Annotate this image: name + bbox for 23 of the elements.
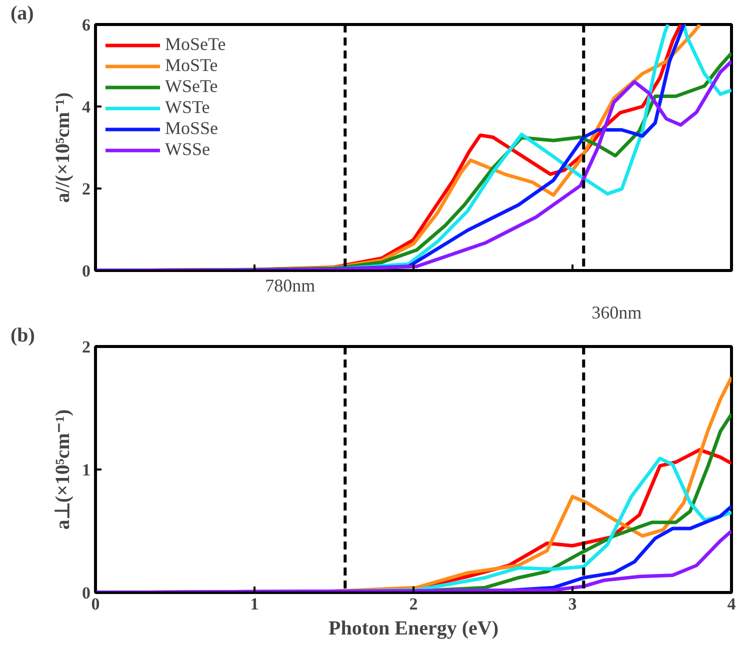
y-tick-label: 0 [82, 262, 90, 280]
y-tick-label: 1 [82, 460, 90, 480]
y-axis-title: a//(×10⁵cm⁻¹) [52, 92, 74, 203]
x-tick-label: 4 [727, 594, 736, 614]
x-axis-title: Photon Energy (eV) [328, 618, 498, 640]
chart-title: (a) [10, 2, 34, 24]
legend-label: MoSSe [165, 118, 218, 139]
legend-label: WSTe [165, 97, 210, 118]
y-tick-label: 4 [82, 98, 91, 116]
x-tick-label: 2 [409, 594, 418, 614]
y-tick-label: 2 [82, 338, 90, 356]
y-tick-label: 2 [82, 180, 90, 198]
x-tick-label: 3 [568, 594, 577, 614]
legend-label: MoSTe [165, 55, 218, 76]
chart-title: (b) [10, 324, 35, 346]
x-tick-label: 1 [250, 594, 259, 614]
y-axis-title: a⊥(×10⁵cm⁻¹) [52, 409, 74, 530]
legend-label: WSSe [165, 139, 210, 160]
legend-label: WSeTe [165, 76, 218, 97]
text: 360nm [592, 302, 642, 322]
y-tick-label: 6 [82, 16, 90, 34]
legend-label: MoSeTe [165, 34, 226, 55]
text: 780nm [265, 276, 316, 296]
